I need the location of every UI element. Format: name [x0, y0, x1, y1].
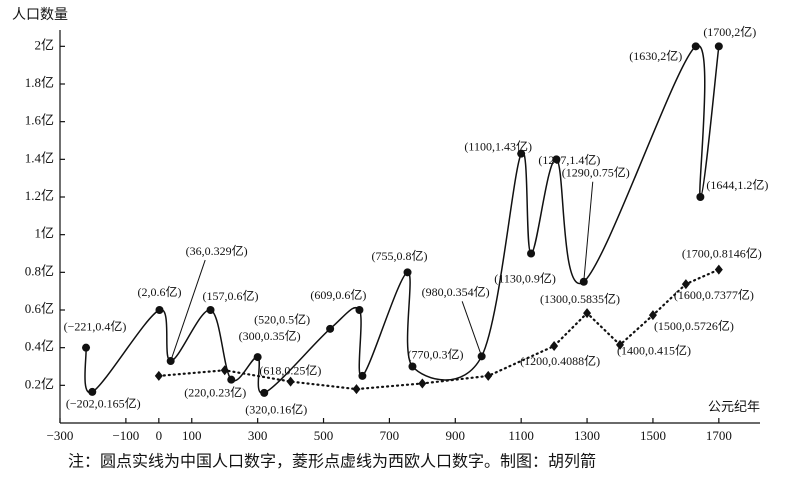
- y-tick-label: 1.2亿: [25, 188, 54, 203]
- point: [326, 324, 335, 333]
- x-tick-label: 1500: [640, 428, 666, 443]
- point: [286, 376, 295, 387]
- point: [358, 371, 367, 380]
- x-tick-label: 500: [314, 428, 334, 443]
- data-label: (−221,0.4亿): [64, 318, 127, 333]
- data-label: (1290,0.75亿): [562, 165, 630, 180]
- point: [227, 375, 236, 384]
- data-label: (770,0.3亿): [407, 346, 463, 361]
- series-line: [157, 268, 720, 391]
- y-tick-label: 0.4亿: [25, 339, 54, 354]
- point: [355, 306, 364, 314]
- data-label: (300,0.35亿): [239, 328, 301, 343]
- data-label: (609,0.6亿): [310, 287, 366, 302]
- x-tick-label: 900: [446, 428, 466, 443]
- x-tick-label: 700: [380, 428, 400, 443]
- point: [418, 378, 427, 389]
- point: [583, 308, 592, 319]
- series-line: [84, 45, 720, 394]
- data-label: (36,0.329亿): [186, 243, 248, 258]
- data-label: (2,0.6亿): [137, 284, 181, 299]
- y-tick-label: 2亿: [34, 37, 54, 52]
- y-tick-label: 1.4亿: [25, 150, 54, 165]
- data-label: (1600,0.7377亿): [674, 287, 754, 302]
- x-tick-label: −300: [47, 428, 74, 443]
- data-label: (1700,2亿): [703, 24, 756, 39]
- point: [714, 264, 723, 275]
- point: [691, 42, 700, 51]
- data-label: (520,0.5亿): [254, 312, 310, 327]
- data-label: (980,0.354亿): [422, 284, 490, 299]
- data-label: (1630,2亿): [629, 48, 682, 63]
- x-tick-label: 1300: [574, 428, 600, 443]
- data-label: (−202,0.165亿): [66, 396, 141, 411]
- data-label: (320,0.16亿): [245, 402, 307, 417]
- data-label: (220,0.23亿): [184, 384, 246, 399]
- leader-line: [170, 259, 206, 362]
- point: [82, 343, 91, 352]
- point: [517, 149, 526, 158]
- data-label: (1500,0.5726亿): [654, 318, 734, 333]
- point: [616, 339, 624, 350]
- data-label: (1130,0.9亿): [494, 270, 556, 285]
- x-tick-label: 1100: [508, 428, 534, 443]
- data-label: (1300,0.5835亿): [540, 291, 620, 306]
- y-tick-label: 0.8亿: [25, 263, 54, 278]
- point: [648, 310, 657, 321]
- point: [403, 268, 412, 277]
- point: [154, 370, 163, 381]
- point: [550, 341, 559, 352]
- data-label: (1400,0.415亿): [617, 343, 691, 358]
- y-tick-label: 0.2亿: [25, 376, 54, 391]
- x-tick-label: −100: [112, 428, 139, 443]
- y-axis-title: 人口数量: [12, 7, 68, 23]
- data-label: (1200,0.4088亿): [520, 353, 600, 368]
- point: [714, 42, 723, 51]
- y-tick-label: 0.6亿: [25, 301, 54, 316]
- y-tick-label: 1.6亿: [25, 113, 54, 128]
- point: [253, 353, 262, 362]
- point: [681, 279, 690, 290]
- x-tick-label: 1700: [706, 428, 732, 443]
- y-tick-label: 1亿: [34, 226, 54, 241]
- x-tick-label: 300: [248, 428, 268, 443]
- x-tick-label: 0: [156, 428, 163, 443]
- point: [88, 387, 97, 396]
- point: [484, 370, 493, 381]
- point: [206, 306, 215, 314]
- point: [260, 388, 269, 397]
- point: [696, 193, 705, 201]
- point: [527, 249, 536, 258]
- data-label: (1207,1.4亿): [538, 152, 600, 167]
- leader-line: [583, 181, 594, 282]
- point: [220, 365, 229, 376]
- note: 注：圆点实线为中国人口数字，菱形点虚线为西欧人口数字。制图：胡列箭: [68, 452, 596, 471]
- data-label: (755,0.8亿): [372, 248, 428, 263]
- leader-line: [461, 301, 483, 357]
- data-label: (157,0.6亿): [203, 288, 259, 303]
- data-label: (1644,1.2亿): [706, 177, 768, 192]
- x-tick-label: 100: [182, 428, 202, 443]
- data-label: (618,0.25亿): [259, 363, 321, 378]
- point: [552, 155, 561, 164]
- point: [408, 362, 417, 371]
- point: [352, 384, 361, 395]
- point: [155, 306, 164, 314]
- y-tick-label: 1.8亿: [25, 75, 54, 90]
- data-label: (1700,0.8146亿): [682, 245, 762, 260]
- x-axis-label: 公元纪年: [708, 399, 760, 414]
- data-label: (1100,1.43亿): [464, 138, 532, 153]
